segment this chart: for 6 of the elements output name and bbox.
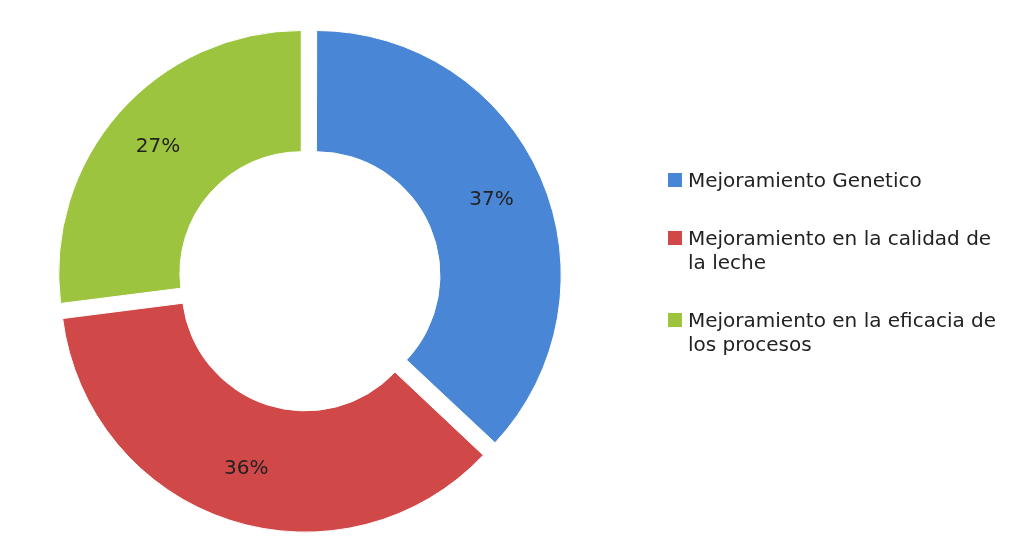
data-label: 27%: [135, 133, 181, 158]
data-label: 37%: [469, 185, 514, 210]
legend-label: Mejoramiento Genetico: [688, 168, 922, 192]
data-label: 36%: [224, 455, 269, 480]
legend-label: Mejoramiento en la eficacia de los procesos: [688, 308, 998, 356]
legend-label: Mejoramiento en la calidad de la leche: [688, 226, 993, 274]
